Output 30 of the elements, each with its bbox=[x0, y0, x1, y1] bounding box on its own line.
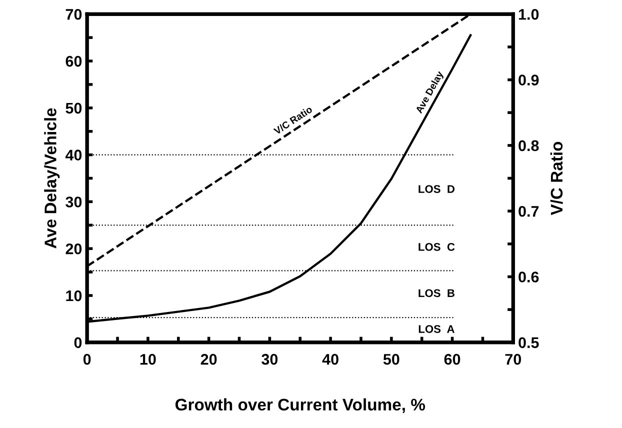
x-tick-label: 70 bbox=[505, 354, 522, 365]
y-axis-title: Ave Delay/Vehicle bbox=[44, 108, 60, 248]
y-tick-label: 0 bbox=[74, 337, 82, 348]
annotation: LOS B bbox=[418, 289, 454, 298]
x-tick-label: 30 bbox=[262, 354, 278, 365]
y-tick-label: 50 bbox=[66, 102, 82, 114]
annotation: LOS D bbox=[418, 185, 455, 193]
annotation: LOS A bbox=[418, 325, 454, 333]
y-tick-label: 70 bbox=[66, 8, 82, 20]
y2-tick-label: 0.7 bbox=[518, 206, 539, 217]
y2-tick-label: 0.8 bbox=[518, 140, 539, 152]
x-tick-label: 0 bbox=[83, 354, 91, 365]
y-tick-label: 30 bbox=[66, 196, 82, 208]
text: V/C Ratio bbox=[273, 105, 313, 135]
y-tick-label: 10 bbox=[66, 290, 82, 302]
y-tick-label: 40 bbox=[65, 150, 82, 160]
annotation: LOS C bbox=[418, 243, 455, 251]
x-tick-label: 60 bbox=[444, 354, 460, 365]
y2-tick-label: 0.6 bbox=[518, 272, 539, 282]
y2-tick-label: 0.9 bbox=[518, 74, 539, 86]
x-axis-title: Growth over Current Volume, % bbox=[175, 398, 426, 413]
y2-tick-label: 1.0 bbox=[518, 8, 539, 20]
x-tick-label: 10 bbox=[140, 354, 156, 365]
x-tick-label: 50 bbox=[383, 354, 400, 365]
y2-tick-label: 0.5 bbox=[518, 337, 539, 348]
y2-axis-title: V/C Ratio bbox=[550, 142, 563, 216]
x-tick-label: 20 bbox=[200, 354, 217, 365]
x-tick-label: 40 bbox=[322, 354, 338, 365]
y-tick-label: 60 bbox=[66, 56, 82, 67]
y-tick-label: 20 bbox=[66, 243, 82, 254]
